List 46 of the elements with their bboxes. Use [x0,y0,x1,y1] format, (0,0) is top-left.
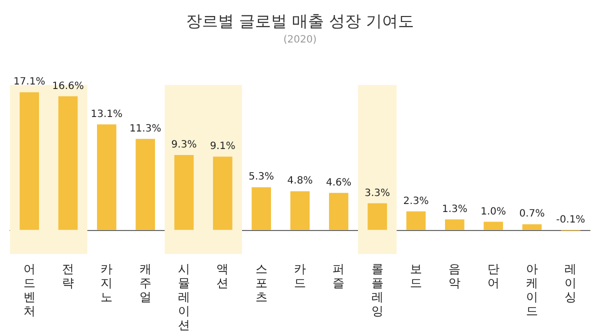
chart-subtitle: (2020) [283,34,317,46]
x-tick-label: 카지노 [100,262,113,304]
x-tick-label: 보드 [410,262,422,290]
data-label: 16.6% [52,80,84,92]
data-label: 1.3% [442,204,468,215]
x-tick-label: 전략 [62,262,74,290]
bar [329,192,348,230]
bar [20,92,39,230]
bar [484,222,503,230]
x-tick-label: 롤플레잉 [371,262,384,318]
data-label: 17.1% [13,76,46,88]
x-tick-label: 캐주얼 [139,262,152,304]
bar [252,187,271,230]
bar [290,191,310,230]
data-label: 3.3% [364,188,390,199]
data-label: 13.1% [90,108,123,120]
chart-title: 장르별 글로벌 매출 성장 기여도 [186,12,414,30]
bar [213,156,232,230]
x-tick-label: 액션 [216,262,229,290]
data-label: 4.8% [287,176,313,187]
bar [97,124,116,230]
x-tick-label: 퍼즐 [332,262,345,290]
data-label: 0.7% [519,208,545,220]
data-label: -0.1% [556,214,586,226]
bar [58,96,78,230]
data-label: 2.3% [403,196,429,207]
x-tick-label: 어드벤처 [23,262,36,318]
data-label: 9.3% [171,140,197,151]
data-label: 1.0% [480,206,506,218]
x-tick-label: 스포츠 [255,262,268,304]
data-label: 9.1% [210,141,236,152]
bar [406,211,426,230]
bar [368,203,387,230]
x-tick-label: 시뮬레이션 [178,262,190,332]
data-label: 4.6% [326,177,352,188]
x-tick-label: 카드 [294,262,306,290]
data-label: 5.3% [248,172,274,183]
bar [522,224,542,230]
bar [174,155,194,230]
x-tick-label: 단어 [487,262,500,290]
x-tick-label: 아케이드 [526,262,538,318]
data-label: 11.3% [129,123,162,134]
x-tick-label: 레이싱 [564,262,577,304]
bar [445,219,464,230]
bar [136,138,155,230]
x-tick-label: 음악 [448,262,461,290]
